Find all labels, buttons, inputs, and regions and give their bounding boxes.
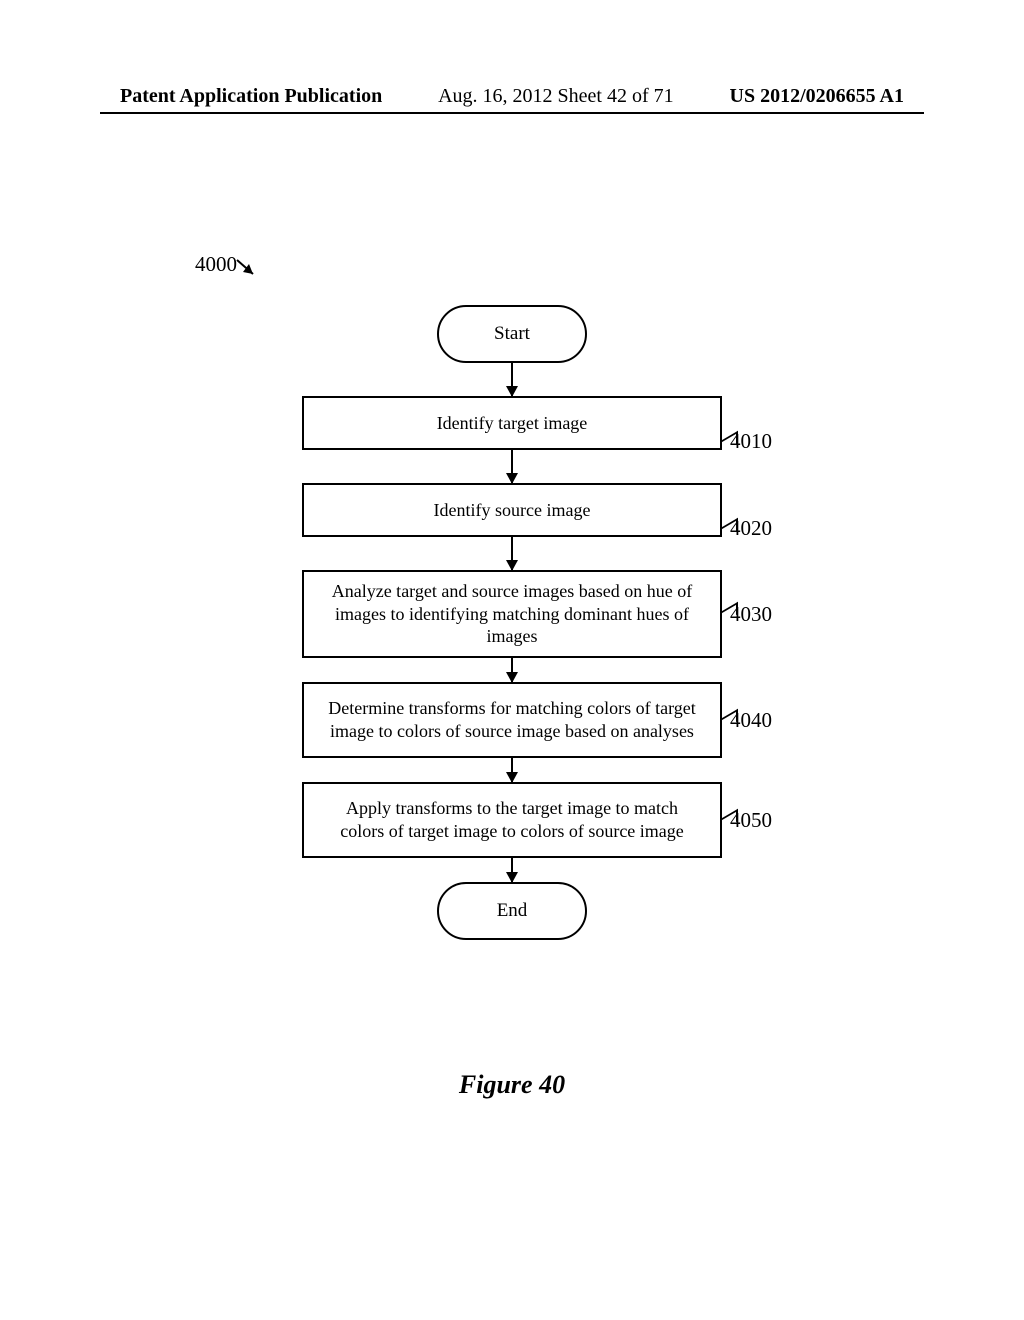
- process-step-4050: Apply transforms to the target image to …: [302, 782, 722, 858]
- process-step-4020: Identify source image 4020: [302, 483, 722, 537]
- process-step-4040: Determine transforms for matching colors…: [302, 682, 722, 758]
- process-text: Apply transforms to the target image to …: [324, 797, 700, 842]
- process-text: Identify target image: [437, 412, 588, 435]
- process-step-4030: Analyze target and source images based o…: [302, 570, 722, 658]
- arrow-icon: [511, 658, 513, 682]
- terminal-end: End: [437, 882, 587, 940]
- sheet-info: Aug. 16, 2012 Sheet 42 of 71: [438, 85, 674, 108]
- header-rule: [100, 112, 924, 114]
- arrow-icon: [511, 858, 513, 882]
- flowchart: Start Identify target image 4010 Identif…: [252, 305, 772, 940]
- flowchart-ref-number: 4000: [195, 252, 237, 277]
- publication-number: US 2012/0206655 A1: [730, 85, 904, 108]
- process-text: Analyze target and source images based o…: [324, 580, 700, 648]
- publication-label: Patent Application Publication: [120, 85, 382, 108]
- ref-arrow-icon: [233, 256, 263, 282]
- figure-caption: Figure 40: [459, 1070, 565, 1100]
- arrow-icon: [511, 363, 513, 396]
- process-step-4010: Identify target image 4010: [302, 396, 722, 450]
- page-header: Patent Application Publication Aug. 16, …: [0, 85, 1024, 108]
- terminal-start: Start: [437, 305, 587, 363]
- process-text: Identify source image: [434, 499, 591, 522]
- arrow-icon: [511, 450, 513, 483]
- process-text: Determine transforms for matching colors…: [324, 697, 700, 742]
- terminal-start-label: Start: [494, 323, 530, 345]
- arrow-icon: [511, 758, 513, 782]
- terminal-end-label: End: [497, 900, 528, 922]
- arrow-icon: [511, 537, 513, 570]
